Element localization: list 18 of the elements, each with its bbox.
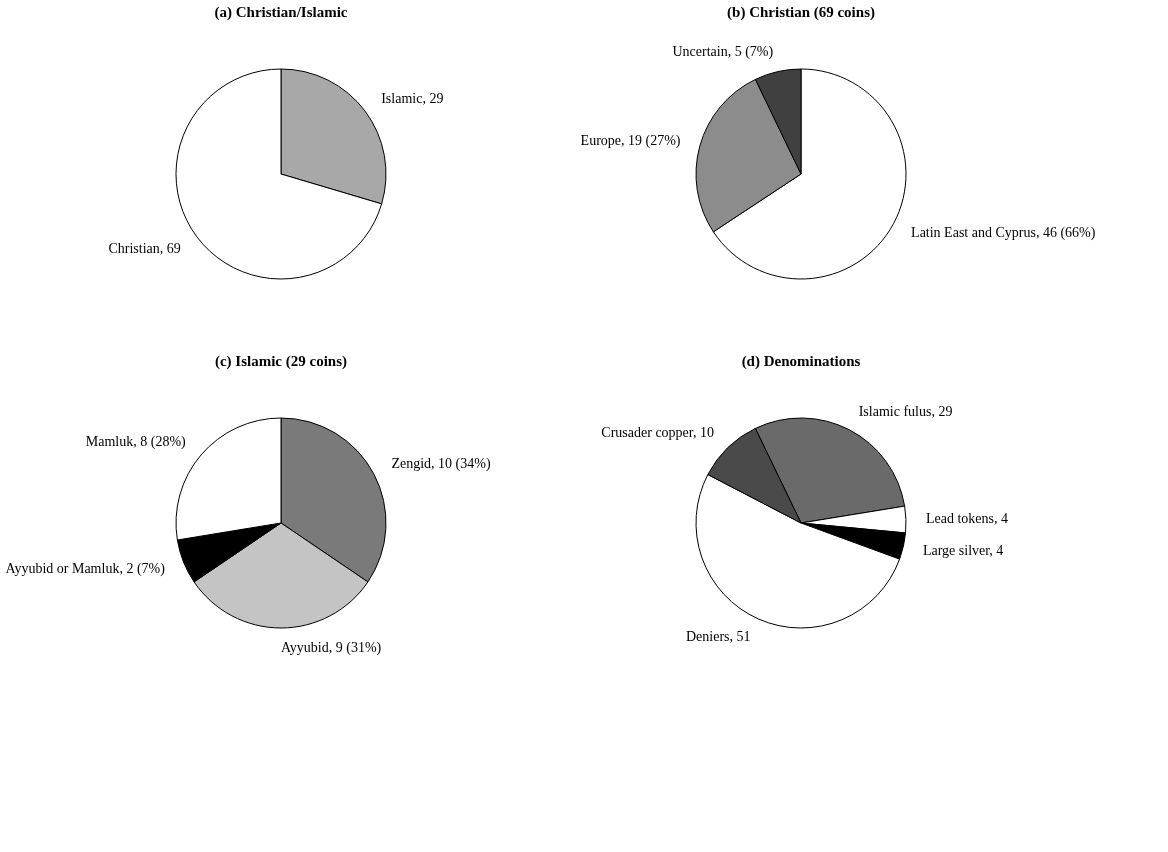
slice-label: Islamic, 29 xyxy=(381,91,444,107)
slice-label: Islamic fulus, 29 xyxy=(858,404,953,420)
slice-label: Mamluk, 8 (28%) xyxy=(85,434,187,451)
chart-title: (d) Denominations xyxy=(741,353,861,370)
slice-label: Ayyubid, 9 (31%) xyxy=(281,640,382,656)
slice-label: Uncertain, 5 (7%) xyxy=(672,44,774,61)
slice-label: Ayyubid or Mamluk, 2 (7%) xyxy=(5,561,166,578)
chart-title: (b) Christian (69 coins) xyxy=(727,4,875,21)
slice-label: Large silver, 4 xyxy=(922,542,1004,558)
slice-label: Christian, 69 xyxy=(108,240,181,256)
slice-label: Zengid, 10 (34%) xyxy=(391,456,491,473)
slice-label: Crusader copper, 10 xyxy=(601,425,714,441)
slice-label: Latin East and Cyprus, 46 (66%) xyxy=(911,225,1096,242)
chart-title: (a) Christian/Islamic xyxy=(214,4,348,21)
chart-title: (c) Islamic (29 coins) xyxy=(214,353,348,370)
slice-label: Europe, 19 (27%) xyxy=(580,132,681,149)
slice-label: Deniers, 51 xyxy=(685,629,751,645)
slice-label: Lead tokens, 4 xyxy=(925,510,1008,526)
